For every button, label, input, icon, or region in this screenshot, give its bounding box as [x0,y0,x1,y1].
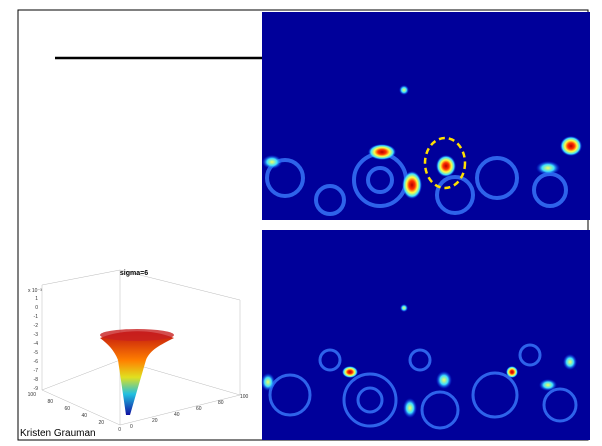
surface-plot: sigma=6 x 10⁻³ [28,270,240,425]
z-tick-label: -3 [34,332,39,338]
z-tick-label: -8 [34,377,39,383]
plot-title: sigma=6 [120,270,148,277]
y-tick-label: 80 [218,400,224,406]
x-tick-label: 0 [118,427,121,433]
y-tick-label: 20 [152,418,158,424]
slide: sigma=6 x 10⁻³ Kristen Grauman 1 0 -1 -2 -3 -… [0,0,602,446]
credit: Kristen Grauman [20,428,96,439]
y-tick-label: 100 [240,394,249,400]
x-tick-label: 60 [64,406,70,412]
z-tick-label: -2 [34,323,39,329]
z-tick-label: 0 [35,305,38,311]
plot-scale-label: x 10⁻³ [28,288,42,294]
x-tick-label: 80 [47,399,53,405]
y-tick-label: 40 [174,412,180,418]
z-tick-label: -4 [34,341,39,347]
x-tick-label: 100 [28,392,37,398]
response-map-top [262,12,590,220]
response-map-bottom [261,230,590,440]
z-tick-label: -6 [34,359,39,365]
x-tick-label: 40 [81,413,87,419]
z-tick-label: -5 [34,350,39,356]
z-tick-label: -1 [34,314,39,320]
gaussian-surface [100,331,174,415]
y-tick-label: 0 [130,424,133,430]
y-tick-label: 60 [196,406,202,412]
z-tick-label: -7 [34,368,39,374]
z-tick-label: 1 [35,296,38,302]
x-tick-label: 20 [98,420,104,426]
